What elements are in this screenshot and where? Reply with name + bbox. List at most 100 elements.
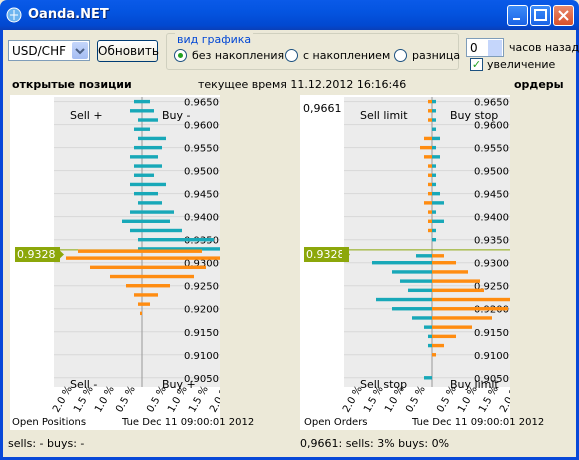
price-tick-label: 0.9250	[184, 282, 219, 293]
app-icon	[6, 7, 22, 23]
chart-bar	[428, 334, 432, 339]
radio-circle[interactable]	[394, 49, 407, 62]
chart-bar	[138, 247, 142, 251]
chart-bar	[138, 237, 142, 242]
minimize-icon	[513, 18, 520, 20]
positions-status: sells: - buys: -	[8, 437, 85, 450]
price-tick-label: 0.9600	[184, 121, 219, 132]
chart-bar	[428, 173, 432, 177]
window-title: Oanda.NET	[28, 7, 109, 22]
price-tick-label: 0.9250	[474, 282, 509, 293]
chart-footer-left: Open Positions	[12, 417, 87, 428]
maximize-button[interactable]	[530, 5, 551, 26]
currency-pair-select[interactable]: USD/CHF	[8, 40, 90, 61]
chart-bar	[142, 284, 170, 288]
x-tick-label: 0.5 %	[114, 384, 138, 414]
chart-bar	[432, 288, 484, 293]
chart-bar	[142, 249, 202, 253]
chart-bar	[142, 182, 166, 187]
chart-bar	[428, 164, 432, 168]
quadrant-label: Sell limit	[360, 109, 408, 122]
chart-bar	[428, 99, 432, 104]
chart-bar	[424, 376, 432, 380]
price-tick-label: 0.9300	[184, 259, 219, 270]
quadrant-label: Buy limit	[450, 378, 499, 391]
radio-label: разница	[412, 49, 461, 62]
price-tick-label: 0.9650	[474, 98, 509, 109]
chart-bar	[432, 210, 436, 214]
chart-bar	[432, 270, 468, 274]
chart-bar	[138, 201, 142, 205]
chart-bar	[142, 210, 174, 214]
chart-bar	[424, 136, 432, 141]
chart-bar	[432, 118, 436, 122]
chart-bar	[126, 284, 142, 288]
quadrant-label: Buy -	[162, 109, 191, 122]
maximize-icon	[534, 9, 547, 21]
chart-bar	[432, 228, 436, 233]
chart-bar	[134, 293, 142, 297]
hours-spinner[interactable]: 0	[466, 38, 504, 57]
chart-bar	[142, 173, 154, 177]
chart-bar	[134, 99, 142, 104]
chart-bar	[432, 297, 510, 302]
price-tag-arrow	[56, 247, 64, 262]
chart-bar	[408, 288, 432, 293]
x-tick-label: 2.0 %	[208, 384, 220, 414]
chart-bar	[432, 325, 472, 329]
chart-bar	[90, 265, 142, 270]
chart-bar	[142, 145, 162, 150]
hours-label: часов назад	[509, 41, 579, 54]
radio-circle[interactable]	[174, 49, 187, 62]
chart-bar	[134, 191, 142, 196]
chart-bar	[420, 145, 432, 150]
current-price-tag: 0.9328	[15, 247, 60, 262]
zoom-checkbox[interactable]: ✓	[470, 58, 483, 71]
chart-bar	[432, 109, 436, 113]
quadrant-label: Sell -	[70, 378, 98, 391]
chart-bar	[130, 109, 142, 113]
chart-bar	[78, 249, 142, 253]
chart-bar	[142, 127, 150, 131]
chart-bar	[142, 201, 162, 205]
chart-bar	[428, 118, 432, 122]
chart-bar	[134, 127, 142, 131]
price-tick-label: 0.9050	[184, 374, 219, 385]
price-tick-label: 0.9650	[184, 98, 219, 109]
minimize-button[interactable]	[507, 5, 528, 26]
radio-label: с накоплением	[303, 49, 391, 62]
chart-bar	[432, 136, 440, 141]
spin-up-icon[interactable]	[488, 40, 502, 48]
chart-bar	[392, 270, 432, 274]
price-tick-label: 0.9500	[474, 167, 509, 178]
positions-title: открытые позиции	[12, 78, 132, 91]
spin-down-icon[interactable]	[488, 48, 502, 56]
price-tick-label: 0.9550	[474, 144, 509, 155]
refresh-button[interactable]: Обновить	[97, 40, 159, 62]
chart-bar	[138, 136, 142, 141]
chevron-down-icon[interactable]	[72, 42, 88, 59]
positions-chart-svg: 0.9650 0.9600 0.9550 0.9500 0.9450 0.9400 0.93…	[51, 97, 220, 415]
title-bar[interactable]: Oanda.NET	[0, 0, 579, 30]
chart-bar	[142, 164, 162, 168]
radio-circle[interactable]	[285, 49, 298, 62]
chart-bar	[142, 219, 170, 223]
chart-bar	[66, 256, 142, 260]
price-tick-label: 0.9350	[474, 236, 509, 247]
chart-footer-right: Tue Dec 11 09:00:01 2012	[412, 417, 545, 428]
current-price-tag: 0.9328	[304, 247, 349, 262]
chart-bar	[372, 261, 432, 265]
price-tick-label: 0.9450	[474, 190, 509, 201]
orders-chart[interactable]: 0.9650 0.9600 0.9550 0.9500 0.9450 0.9400 0.93…	[300, 95, 544, 430]
chart-bar	[428, 343, 432, 348]
quadrant-label: Sell +	[70, 109, 103, 122]
chart-bar	[432, 343, 444, 348]
close-button[interactable]	[553, 5, 574, 26]
x-tick-label: 0.5 %	[404, 384, 428, 414]
quadrant-label: Sell stop	[360, 378, 408, 391]
price-tick-label: 0.9600	[474, 121, 509, 132]
chart-bar	[130, 182, 142, 187]
x-tick-label: 2.0 %	[498, 384, 510, 414]
positions-chart[interactable]: 0.9650 0.9600 0.9550 0.9500 0.9450 0.9400 0.93…	[10, 95, 254, 430]
chart-bar	[134, 173, 142, 177]
